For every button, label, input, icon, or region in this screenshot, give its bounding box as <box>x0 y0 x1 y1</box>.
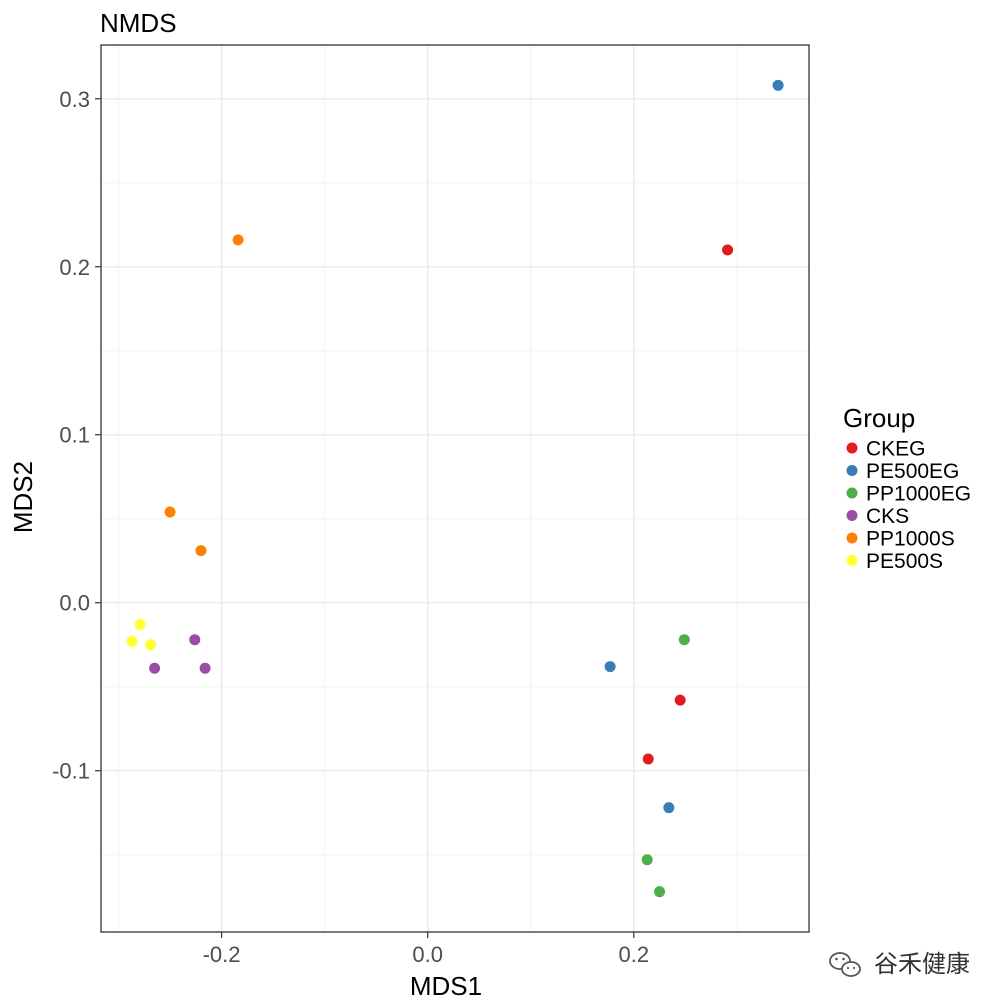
legend-key-pe500s <box>846 555 858 566</box>
legend: Group CKEGPE500EGPP1000EGCKSPP1000SPE500… <box>843 403 971 573</box>
plot-panel-border <box>100 44 810 933</box>
y-tick-label: 0.2 <box>59 255 90 280</box>
point-pe500s <box>126 635 138 647</box>
point-ckeg <box>642 753 654 765</box>
point-pe500s <box>134 619 146 631</box>
point-pp1000eg <box>641 854 653 866</box>
point-pp1000eg <box>654 886 666 898</box>
legend-label-cks: CKS <box>866 505 909 528</box>
point-cks <box>149 662 161 674</box>
x-tick-label: -0.2 <box>203 942 241 967</box>
data-points <box>126 79 784 898</box>
point-pe500eg <box>604 661 616 673</box>
point-pp1000s <box>164 506 176 518</box>
y-tick-label: -0.1 <box>52 759 90 784</box>
point-pe500eg <box>663 802 675 814</box>
point-cks <box>199 662 211 674</box>
point-ckeg <box>722 244 734 256</box>
legend-key-pp1000eg <box>846 487 858 499</box>
point-pe500s <box>144 639 156 651</box>
legend-label-pe500s: PE500S <box>866 550 943 573</box>
grid-lines <box>101 45 809 932</box>
legend-label-pe500eg: PE500EG <box>866 460 959 483</box>
plot-title: NMDS <box>100 8 177 38</box>
point-pp1000s <box>232 234 244 246</box>
watermark: 谷禾健康 <box>829 950 970 978</box>
legend-key-cks <box>846 510 858 521</box>
legend-label-ckeg: CKEG <box>866 438 926 461</box>
y-tick-label: 0.1 <box>59 423 90 448</box>
point-pe500eg <box>772 79 784 91</box>
axes: -0.2 0.0 0.2 -0.1 0.0 0.1 0.2 0.3 <box>52 87 649 967</box>
x-axis-title: MDS1 <box>410 971 482 1001</box>
point-cks <box>189 634 201 646</box>
legend-title: Group <box>843 403 915 433</box>
legend-key-ckeg <box>846 442 858 454</box>
x-tick-label: 0.0 <box>412 942 443 967</box>
point-pp1000s <box>195 545 207 557</box>
wechat-icon <box>829 952 861 977</box>
watermark-text: 谷禾健康 <box>874 950 970 978</box>
legend-label-pp1000s: PP1000S <box>866 528 955 551</box>
legend-label-pp1000eg: PP1000EG <box>866 483 971 506</box>
x-tick-label: 0.2 <box>619 942 650 967</box>
legend-key-pp1000s <box>846 532 858 544</box>
point-pp1000eg <box>678 634 690 646</box>
legend-key-pe500eg <box>846 465 858 476</box>
y-axis-title: MDS2 <box>8 461 38 533</box>
point-ckeg <box>674 694 686 706</box>
y-tick-label: 0.3 <box>59 87 90 112</box>
y-tick-label: 0.0 <box>59 591 90 616</box>
